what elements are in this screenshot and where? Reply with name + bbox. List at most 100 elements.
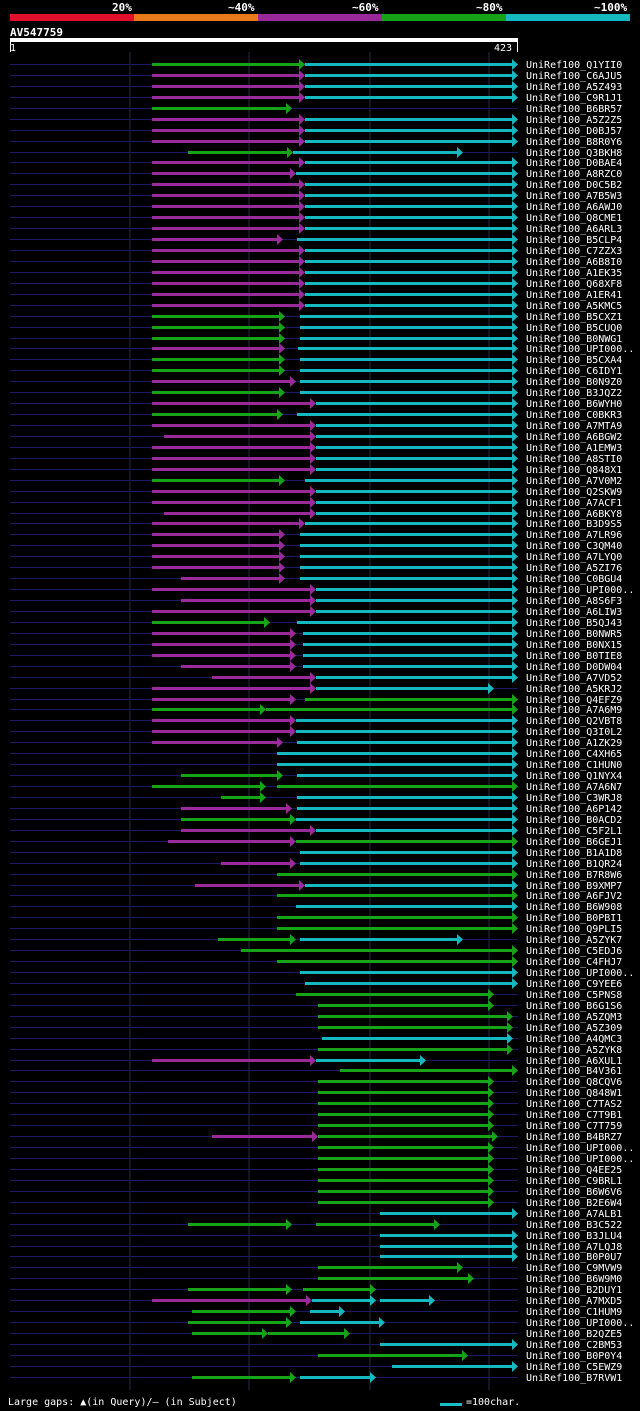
hit-label[interactable]: UniRef100_B2DUY1 xyxy=(526,1285,622,1296)
hit-row[interactable]: UniRef100_C4FHJ7 xyxy=(10,956,622,968)
hit-label[interactable]: UniRef100_UPI000.. xyxy=(526,968,634,979)
hit-row[interactable]: UniRef100_B0NWR5 xyxy=(10,628,622,640)
hit-row[interactable]: UniRef100_C7T9B1 xyxy=(10,1109,622,1121)
hit-row[interactable]: UniRef100_B1A1D8 xyxy=(10,847,622,859)
hit-label[interactable]: UniRef100_A7MXD5 xyxy=(526,1296,622,1307)
hit-label[interactable]: UniRef100_A7A6N7 xyxy=(526,782,622,793)
hit-label[interactable]: UniRef100_B0P0U7 xyxy=(526,1252,622,1263)
hit-label[interactable]: UniRef100_B6W6V6 xyxy=(526,1187,622,1198)
hit-label[interactable]: UniRef100_A5Z309 xyxy=(526,1023,622,1034)
hit-label[interactable]: UniRef100_UPI000.. xyxy=(526,585,634,596)
hit-label[interactable]: UniRef100_B0N9Z0 xyxy=(526,377,622,388)
hit-label[interactable]: UniRef100_A6B8I0 xyxy=(526,257,622,268)
hit-row[interactable]: UniRef100_C7ZZX3 xyxy=(10,245,622,257)
hit-label[interactable]: UniRef100_Q4EE25 xyxy=(526,1165,622,1176)
hit-row[interactable]: UniRef100_A5ZI76 xyxy=(10,562,622,574)
hit-label[interactable]: UniRef100_A8S6F3 xyxy=(526,596,622,607)
hit-row[interactable]: UniRef100_C9YEE6 xyxy=(10,978,622,990)
hit-label[interactable]: UniRef100_B5CLP4 xyxy=(526,235,622,246)
hit-label[interactable]: UniRef100_A7B5W3 xyxy=(526,191,622,202)
hit-row[interactable]: UniRef100_UPI000.. xyxy=(10,584,634,596)
hit-row[interactable]: UniRef100_B5CLP4 xyxy=(10,234,622,246)
hit-row[interactable]: UniRef100_Q2SKW9 xyxy=(10,486,622,498)
hit-row[interactable]: UniRef100_A5Z309 xyxy=(10,1022,622,1034)
hit-row[interactable]: UniRef100_C9R1J1 xyxy=(10,92,622,104)
hit-label[interactable]: UniRef100_UPI000.. xyxy=(526,1154,634,1165)
hit-label[interactable]: UniRef100_C5EDJ6 xyxy=(526,946,622,957)
hit-row[interactable]: UniRef100_A6BGW2 xyxy=(10,431,622,443)
hit-row[interactable]: UniRef100_A5ZYK7 xyxy=(10,934,622,946)
hit-label[interactable]: UniRef100_A7A6M9 xyxy=(526,705,622,716)
hit-row[interactable]: UniRef100_B0N9Z0 xyxy=(10,376,622,388)
hit-label[interactable]: UniRef100_C1HUN0 xyxy=(526,760,622,771)
hit-row[interactable]: UniRef100_B6WYH0 xyxy=(10,398,622,410)
hit-label[interactable]: UniRef100_A7V0M2 xyxy=(526,476,622,487)
hit-row[interactable]: UniRef100_A6BKY8 xyxy=(10,508,622,520)
hit-row[interactable]: UniRef100_B9XMP7 xyxy=(10,880,622,892)
hit-label[interactable]: UniRef100_B0NX15 xyxy=(526,640,622,651)
hit-label[interactable]: UniRef100_A6LIW3 xyxy=(526,607,622,618)
hit-row[interactable]: UniRef100_A6LIW3 xyxy=(10,606,622,618)
hit-row[interactable]: UniRef100_C2BM53 xyxy=(10,1339,622,1351)
hit-row[interactable]: UniRef100_Q1YII0 xyxy=(10,59,622,71)
hit-label[interactable]: UniRef100_A5ZI76 xyxy=(526,563,622,574)
hit-row[interactable]: UniRef100_A7LYQ0 xyxy=(10,551,622,563)
hit-row[interactable]: UniRef100_C5EDJ6 xyxy=(10,945,622,957)
hit-row[interactable]: UniRef100_B5CXA4 xyxy=(10,354,622,366)
hit-row[interactable]: UniRef100_A1ER41 xyxy=(10,289,622,301)
hit-label[interactable]: UniRef100_C7T9B1 xyxy=(526,1110,622,1121)
hit-row[interactable]: UniRef100_C0BGU4 xyxy=(10,573,622,585)
hit-row[interactable]: UniRef100_B2E6W4 xyxy=(10,1197,622,1209)
hit-label[interactable]: UniRef100_C9R1J1 xyxy=(526,93,622,104)
hit-label[interactable]: UniRef100_C0BGU4 xyxy=(526,574,622,585)
hit-row[interactable]: UniRef100_A1EMW3 xyxy=(10,442,622,454)
hit-label[interactable]: UniRef100_A1EK35 xyxy=(526,268,622,279)
hit-label[interactable]: UniRef100_D0BAE4 xyxy=(526,158,622,169)
hit-row[interactable]: UniRef100_C6AJU5 xyxy=(10,70,622,82)
hit-label[interactable]: UniRef100_B0P0Y4 xyxy=(526,1351,622,1362)
hit-label[interactable]: UniRef100_Q848W1 xyxy=(526,1088,622,1099)
hit-label[interactable]: UniRef100_B0PBI1 xyxy=(526,913,622,924)
hit-row[interactable]: UniRef100_UPI000.. xyxy=(10,1153,634,1165)
hit-row[interactable]: UniRef100_B0PBI1 xyxy=(10,912,622,924)
hit-row[interactable]: UniRef100_A7LQJ8 xyxy=(10,1241,622,1253)
hit-label[interactable]: UniRef100_A6FJV2 xyxy=(526,891,622,902)
hit-label[interactable]: UniRef100_C7T759 xyxy=(526,1121,622,1132)
hit-label[interactable]: UniRef100_C3QM40 xyxy=(526,541,622,552)
hit-row[interactable]: UniRef100_D0BJ57 xyxy=(10,125,622,137)
hit-row[interactable]: UniRef100_A8S6F3 xyxy=(10,595,622,607)
hit-row[interactable]: UniRef100_B2QZE5 xyxy=(10,1328,622,1340)
hit-label[interactable]: UniRef100_UPI000.. xyxy=(526,1318,634,1329)
hit-label[interactable]: UniRef100_A6XUL1 xyxy=(526,1056,622,1067)
hit-row[interactable]: UniRef100_B3JLU4 xyxy=(10,1230,622,1242)
hit-row[interactable]: UniRef100_B6W908 xyxy=(10,901,622,913)
hit-label[interactable]: UniRef100_B4BRZ7 xyxy=(526,1132,622,1143)
hit-row[interactable]: UniRef100_B4BRZ7 xyxy=(10,1131,622,1143)
hit-label[interactable]: UniRef100_C3WRJ8 xyxy=(526,793,622,804)
hit-label[interactable]: UniRef100_C9MVW9 xyxy=(526,1263,622,1274)
hit-label[interactable]: UniRef100_C7ZZX3 xyxy=(526,246,622,257)
hit-row[interactable]: UniRef100_B7R8W6 xyxy=(10,869,622,881)
hit-label[interactable]: UniRef100_Q3BKH8 xyxy=(526,148,622,159)
hit-label[interactable]: UniRef100_Q2SKW9 xyxy=(526,487,622,498)
hit-row[interactable]: UniRef100_C6IDY1 xyxy=(10,365,622,377)
hit-label[interactable]: UniRef100_Q848X1 xyxy=(526,465,622,476)
hit-label[interactable]: UniRef100_B3C522 xyxy=(526,1220,622,1231)
hit-row[interactable]: UniRef100_C9MVW9 xyxy=(10,1262,622,1274)
hit-label[interactable]: UniRef100_C6IDY1 xyxy=(526,366,622,377)
hit-label[interactable]: UniRef100_Q2VBT8 xyxy=(526,716,622,727)
hit-row[interactable]: UniRef100_B0P0Y4 xyxy=(10,1350,622,1362)
hit-row[interactable]: UniRef100_B0ACD2 xyxy=(10,814,622,826)
hit-label[interactable]: UniRef100_A7LR96 xyxy=(526,530,622,541)
hit-label[interactable]: UniRef100_A6AWJ0 xyxy=(526,202,622,213)
hit-label[interactable]: UniRef100_C6AJU5 xyxy=(526,71,622,82)
hit-label[interactable]: UniRef100_UPI000.. xyxy=(526,344,634,355)
hit-label[interactable]: UniRef100_A7ALB1 xyxy=(526,1209,622,1220)
hit-label[interactable]: UniRef100_C0BKR3 xyxy=(526,410,622,421)
hit-row[interactable]: UniRef100_D0BAE4 xyxy=(10,157,622,169)
hit-label[interactable]: UniRef100_B1A1D8 xyxy=(526,848,622,859)
hit-row[interactable]: UniRef100_A4QMC3 xyxy=(10,1033,622,1045)
hit-row[interactable]: UniRef100_UPI000.. xyxy=(10,1142,634,1154)
hit-label[interactable]: UniRef100_B0NWG1 xyxy=(526,334,622,345)
hit-label[interactable]: UniRef100_C9BRL1 xyxy=(526,1176,622,1187)
